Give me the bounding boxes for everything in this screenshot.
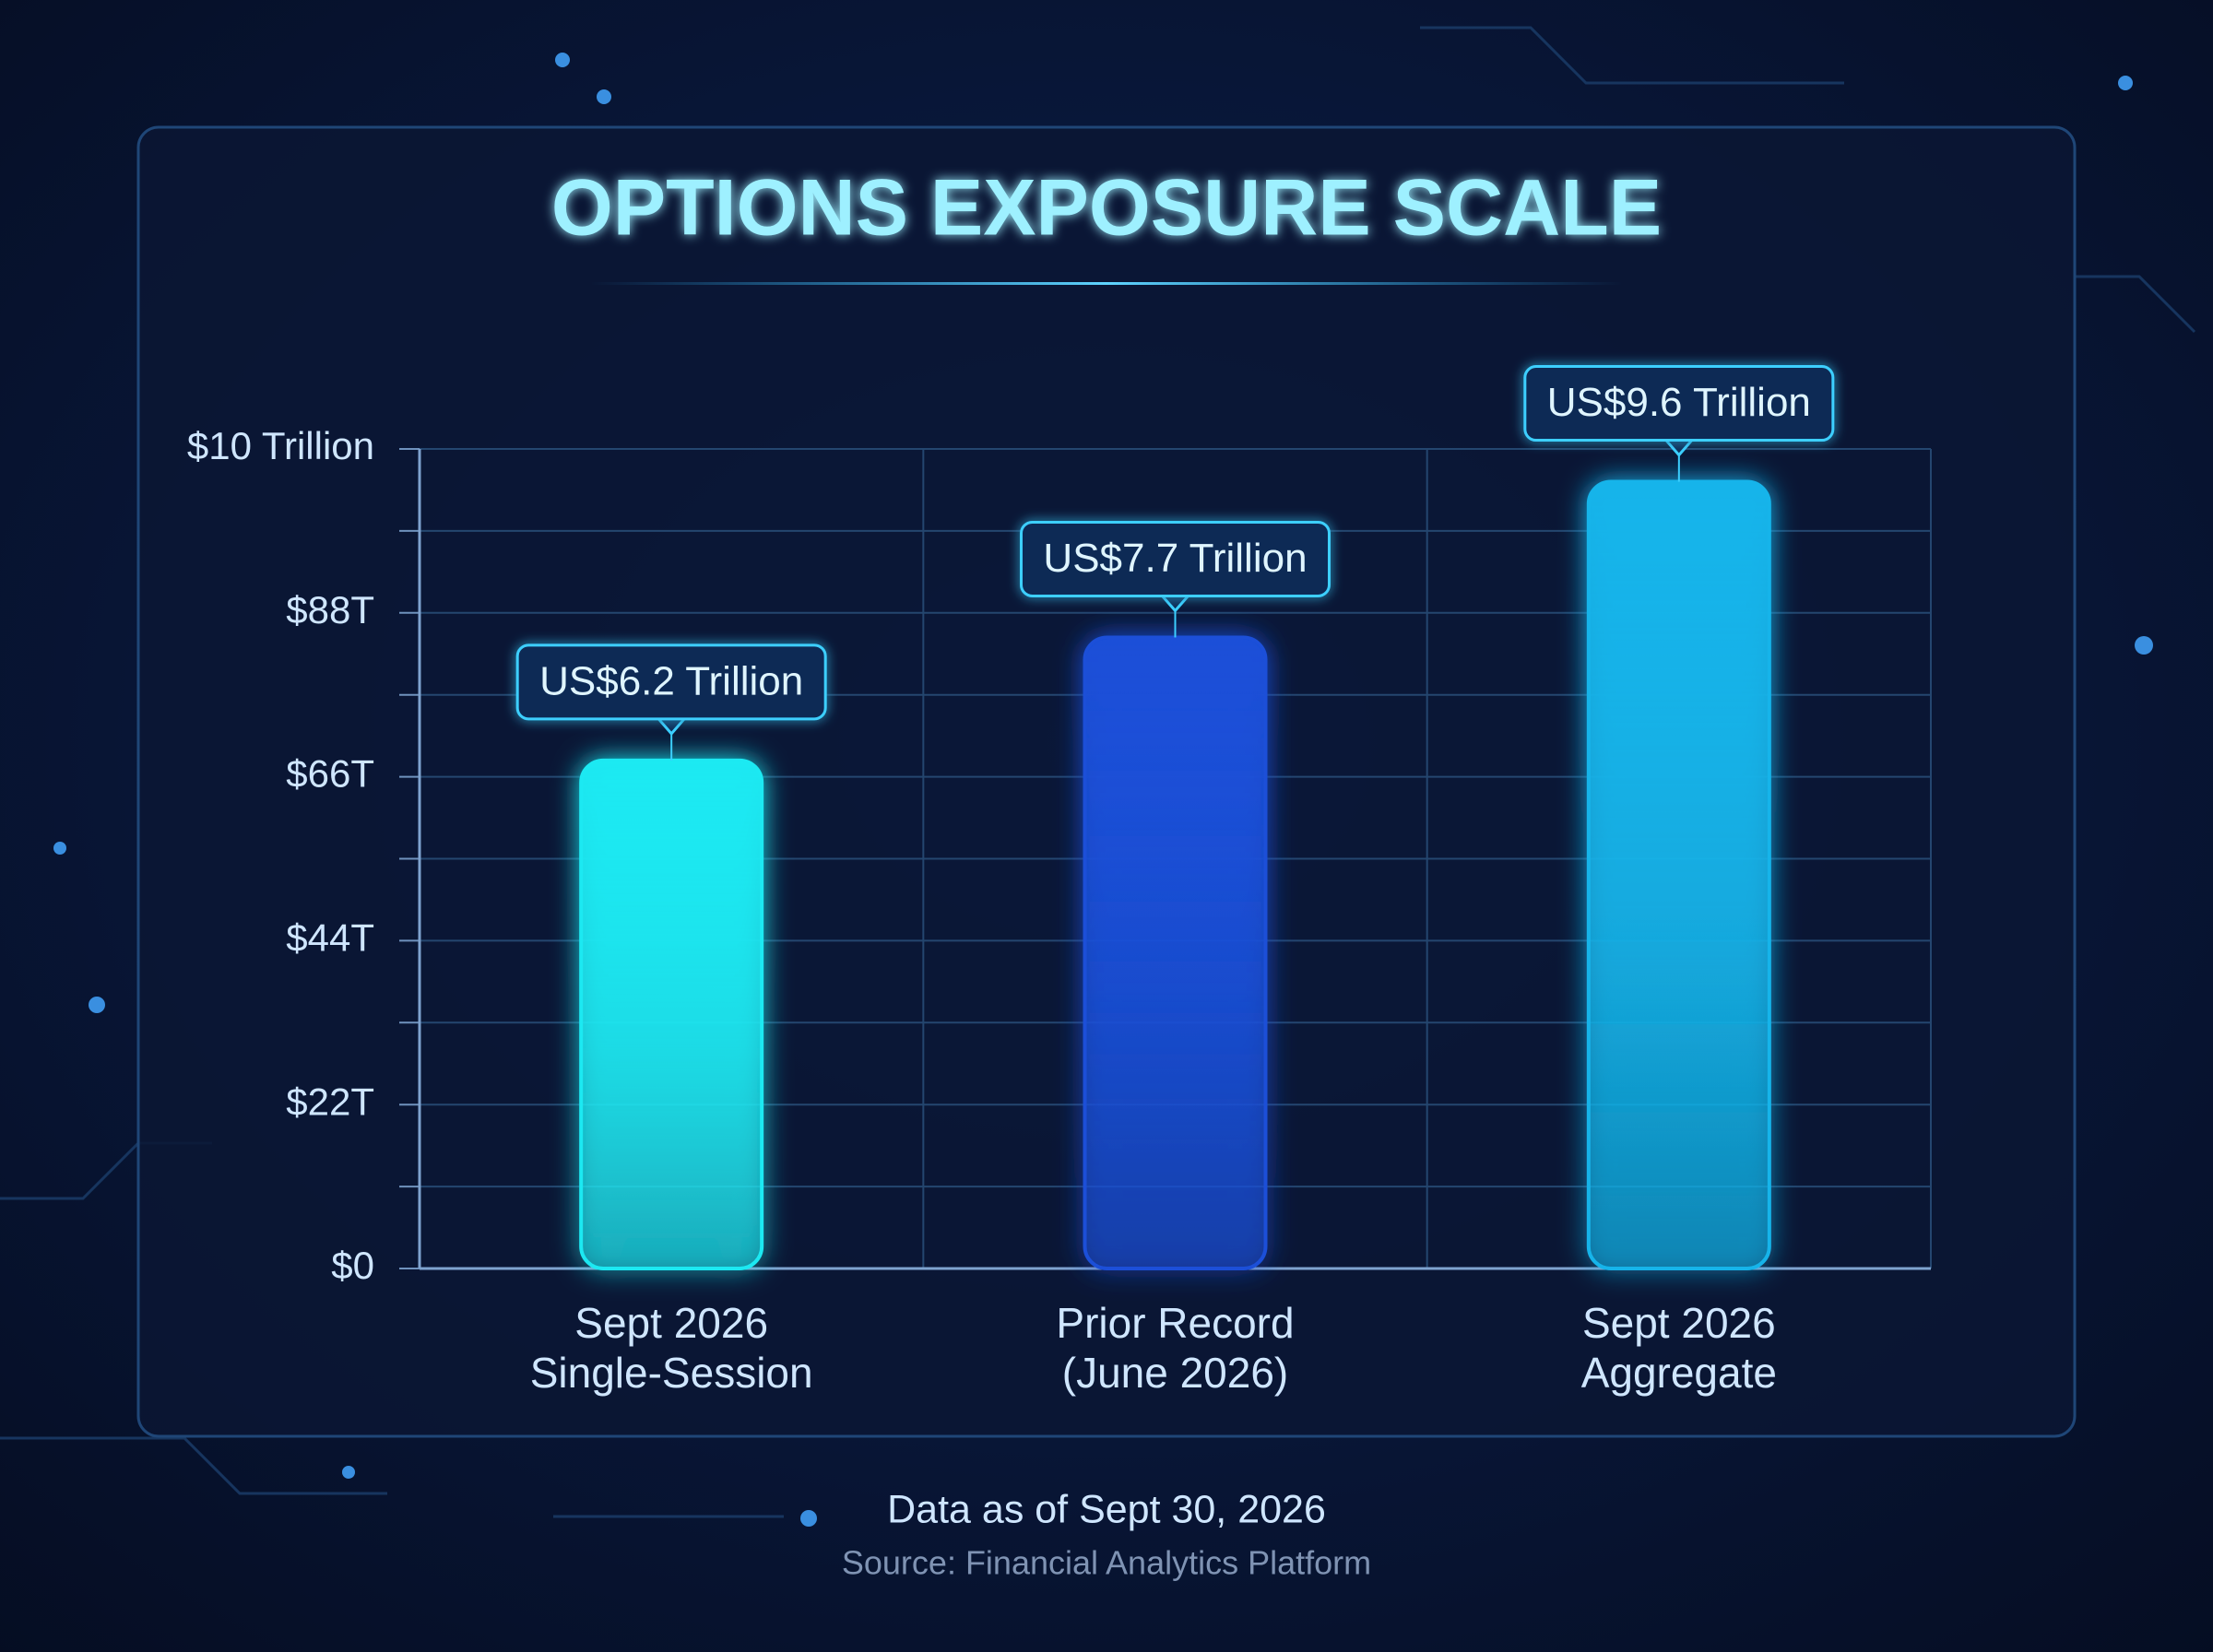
bar [1586,479,1771,1270]
x-tick-label: Aggregate [1581,1349,1777,1397]
y-tick-label: $44T [286,915,374,959]
value-label: US$6.2 Trillion [539,658,803,703]
y-tick-label: $88T [286,588,374,631]
x-tick-label: Sept 2026 [574,1299,768,1347]
circuit-decor [0,26,2196,1518]
y-tick-label: $66T [286,752,374,796]
x-tick-label: Prior Record [1056,1299,1294,1347]
x-tick-label: (June 2026) [1062,1349,1289,1397]
footnote: Data as of Sept 30, 2026 [887,1487,1326,1531]
y-tick-label: $10 Trillion [187,424,374,467]
title-underline [590,282,1623,285]
bar [579,758,764,1270]
value-label-box [1523,365,1835,442]
x-tick-label: Single-Session [530,1349,813,1397]
value-label: US$9.6 Trillion [1547,380,1811,425]
value-label: US$7.7 Trillion [1043,536,1307,581]
y-tick-label: $0 [331,1244,374,1287]
value-label-box [515,643,827,721]
value-label-box [1020,520,1331,597]
circuit-dots [53,53,2153,1527]
chart-title: OPTIONS EXPOSURE SCALE [551,164,1662,253]
y-tick-label: $22T [286,1080,374,1123]
source: Source: Financial Analytics Platform [842,1544,1371,1582]
bar [1083,635,1268,1270]
x-tick-label: Sept 2026 [1582,1299,1776,1347]
